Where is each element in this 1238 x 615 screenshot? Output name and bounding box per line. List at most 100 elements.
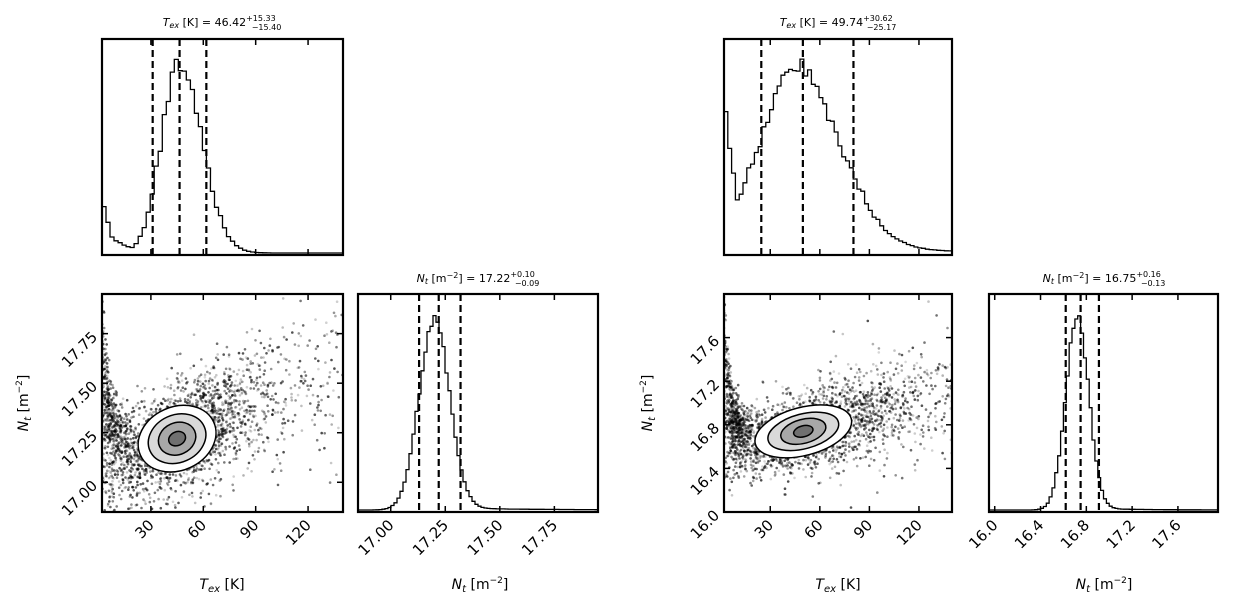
scatter-point (208, 401, 212, 405)
scatter-point (861, 416, 865, 420)
scatter-point (831, 460, 835, 463)
scatter-point (868, 436, 872, 439)
scatter-point (916, 458, 919, 462)
scatter-point (110, 429, 113, 433)
scatter-point (945, 394, 949, 398)
scatter-point (134, 426, 137, 430)
scatter-point (833, 447, 836, 450)
scatter-point (910, 413, 913, 417)
scatter-point (885, 412, 888, 415)
scatter-point (113, 508, 116, 512)
scatter-point (231, 412, 235, 416)
scatter-point (868, 428, 871, 432)
scatter-point (230, 389, 234, 393)
scatter-point (844, 399, 847, 402)
scatter-point (175, 376, 179, 380)
scatter-point (132, 489, 135, 492)
scatter-point (832, 330, 836, 333)
scatter-point (119, 434, 122, 438)
scatter-point (250, 420, 254, 424)
scatter-point (728, 414, 732, 417)
scatter-point (747, 410, 750, 414)
scatter-point (115, 476, 119, 480)
scatter-point (237, 412, 240, 415)
scatter-point (106, 412, 110, 416)
scatter-point (869, 369, 873, 373)
scatter-point (252, 438, 255, 442)
scatter-point (273, 382, 276, 385)
scatter-point (979, 380, 982, 383)
scatter-point (200, 399, 204, 403)
scatter-point (221, 427, 225, 431)
scatter-point (132, 430, 136, 434)
scatter-point (113, 430, 116, 433)
scatter-point (309, 468, 312, 472)
scatter-point (110, 474, 113, 478)
scatter-point (103, 425, 107, 429)
scatter-point (126, 442, 130, 446)
scatter-point (104, 360, 107, 364)
scatter-point (184, 387, 187, 391)
scatter-point (934, 428, 938, 432)
scatter-point (872, 435, 876, 439)
scatter-point (159, 476, 163, 480)
scatter-point (739, 451, 742, 455)
scatter-point (875, 393, 879, 397)
scatter-point (812, 399, 816, 402)
scatter-point (114, 456, 117, 460)
scatter-point (727, 421, 731, 425)
scatter-point (684, 454, 687, 457)
scatter-point (232, 370, 236, 373)
scatter-point (260, 395, 264, 399)
scatter-point (104, 364, 107, 368)
scatter-point (247, 461, 251, 465)
scatter-point (120, 439, 123, 442)
scatter-point (810, 471, 814, 475)
scatter-point (117, 426, 121, 429)
scatter-point (890, 423, 894, 427)
scatter-point (734, 414, 737, 418)
scatter-point (109, 471, 113, 474)
scatter-point (265, 392, 269, 396)
scatter-point (751, 475, 755, 479)
scatter-point (893, 402, 897, 406)
scatter-point (847, 450, 851, 453)
scatter-point (111, 479, 114, 483)
scatter-point (882, 380, 886, 384)
scatter-point (141, 482, 145, 485)
scatter-point (175, 478, 178, 482)
scatter-point (746, 440, 749, 443)
scatter-point (234, 406, 237, 409)
scatter-point (874, 419, 877, 423)
scatter-point (226, 411, 229, 415)
scatter-point (938, 400, 941, 403)
scatter-point (765, 396, 769, 399)
scatter-point (291, 331, 294, 334)
joint-panel-right: 30 60 90 120 16.016.416.817.217.6 Tex [K] N… (637, 292, 982, 595)
scatter-point (314, 357, 317, 360)
scatter-point (842, 469, 845, 473)
scatter-point (242, 401, 246, 405)
scatter-point (725, 367, 729, 370)
scatter-point (119, 429, 123, 432)
scatter-point (177, 380, 180, 383)
scatter-point (859, 403, 863, 406)
scatter-point (822, 394, 826, 398)
scatter-point (637, 464, 640, 467)
scatter-point (734, 461, 738, 465)
scatter-point (113, 454, 116, 458)
scatter-point (752, 443, 755, 446)
scatter-point (769, 477, 773, 481)
scatter-point (328, 341, 331, 345)
scatter-point (263, 417, 267, 421)
scatter-point (234, 441, 238, 444)
scatter-point (239, 431, 242, 435)
scatter-point (702, 456, 705, 459)
scatter-point (63, 489, 66, 492)
scatter-point (692, 466, 695, 469)
scatter-point (833, 381, 836, 384)
scatter-point (247, 442, 251, 446)
scatter-point (147, 413, 151, 417)
scatter-point (311, 393, 315, 397)
scatter-point (111, 444, 114, 448)
